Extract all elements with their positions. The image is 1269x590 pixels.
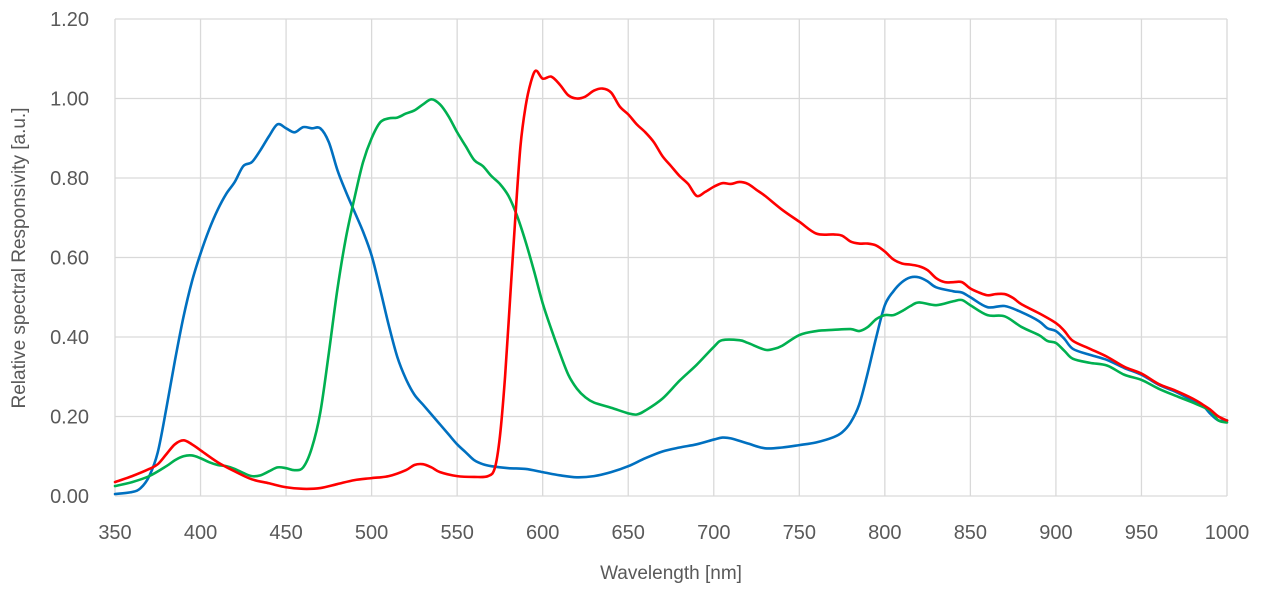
x-tick-label: 650 <box>612 522 645 544</box>
x-axis-tick-labels: 350 400 450 500 550 600 650 700 750 800 850 900 950 1… <box>98 522 1249 544</box>
y-tick-label: 1.20 <box>50 9 89 31</box>
x-tick-label: 600 <box>526 522 559 544</box>
x-tick-label: 850 <box>954 522 987 544</box>
y-tick-label: 0.60 <box>50 248 89 270</box>
x-tick-label: 750 <box>783 522 816 544</box>
x-tick-label: 1000 <box>1205 522 1250 544</box>
x-tick-label: 550 <box>440 522 473 544</box>
y-tick-label: 0.20 <box>50 407 89 429</box>
x-tick-label: 900 <box>1039 522 1072 544</box>
x-tick-label: 500 <box>355 522 388 544</box>
y-tick-label: 0.80 <box>50 168 89 190</box>
y-tick-label: 0.40 <box>50 327 89 349</box>
x-tick-label: 700 <box>697 522 730 544</box>
y-tick-label: 0.00 <box>50 486 89 508</box>
series-line-0 <box>113 122 1229 496</box>
x-tick-label: 450 <box>269 522 302 544</box>
gridlines <box>114 18 1228 497</box>
series-line-1 <box>113 98 1229 488</box>
x-tick-label: 350 <box>98 522 131 544</box>
x-axis-title: Wavelength [nm] <box>600 563 742 584</box>
y-tick-label: 1.00 <box>50 89 89 111</box>
y-axis-title: Relative spectral Responsivity [a.u.] <box>9 108 30 409</box>
series-line-2 <box>113 69 1229 491</box>
x-tick-label: 400 <box>184 522 217 544</box>
y-axis-tick-labels: 0.00 0.20 0.40 0.60 0.80 1.00 1.20 <box>50 9 89 508</box>
plot-series <box>113 69 1229 496</box>
x-tick-label: 800 <box>868 522 901 544</box>
x-tick-label: 950 <box>1125 522 1158 544</box>
